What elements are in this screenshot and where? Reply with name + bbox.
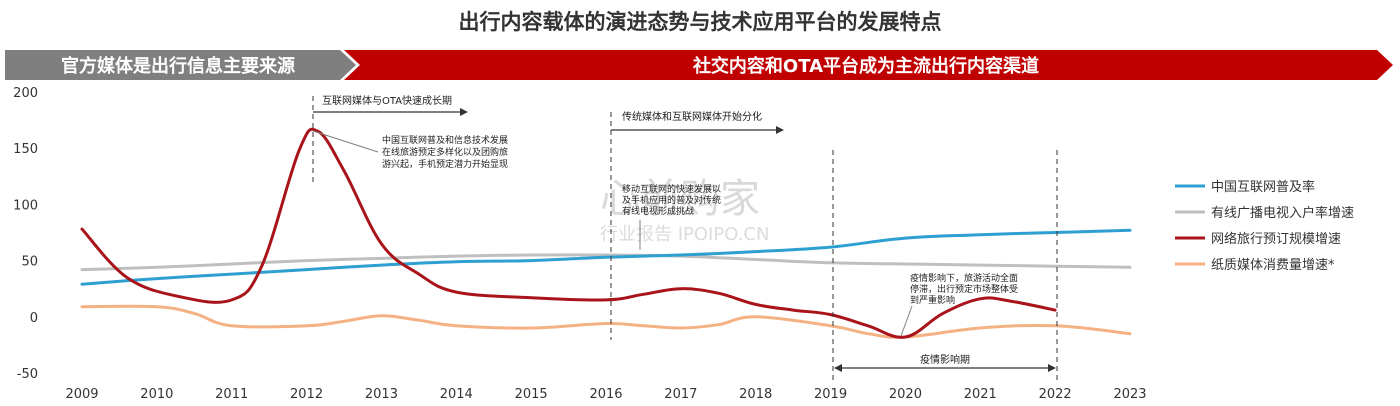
annotation-period-2: 传统媒体和互联网媒体开始分化 [622,110,762,123]
period-arrow-1-head [460,108,468,116]
series-line-1 [80,228,1132,286]
x-tick-label: 2022 [1039,387,1072,402]
series-line-3 [80,127,1057,339]
callout-2-line-2: 及手机应用的普及对传统 [622,194,721,206]
banner-left-label: 官方媒体是出行信息主要来源 [61,55,295,77]
banner-left-arrow [5,50,356,80]
callout-1-line-3: 游兴起，手机预定潜力开始显现 [382,158,508,170]
y-tick-label: 150 [13,142,38,157]
pandemic-arrow-left-head [834,364,842,372]
callout-1-line-1: 中国互联网普及和信息技术发展 [382,134,508,146]
callout-3-line-2: 停滞，出行预定市场整体受 [910,283,1018,295]
annotation-period-1: 互联网媒体与OTA快速成长期 [322,95,452,107]
x-tick-label: 2020 [889,387,922,402]
annotation-pandemic-period: 疫情影响期 [920,353,970,366]
x-tick-label: 2013 [365,387,398,402]
period-arrow-2-head [776,126,784,134]
series-layer [80,127,1132,339]
y-tick-label: -50 [17,367,38,382]
x-tick-label: 2021 [964,387,997,402]
callout-1-line-2: 在线旅游预定多样化以及团购旅 [382,146,508,158]
callout-3-line-3: 到严重影响 [910,294,955,306]
banner-right-label: 社交内容和OTA平台成为主流出行内容渠道 [693,55,1039,77]
page-title: 出行内容载体的演进态势与技术应用平台的发展特点 [458,10,942,34]
callout-3-leader [900,305,913,337]
x-tick-label: 2017 [664,387,697,402]
watermark-main: 心前购家 [600,176,760,222]
y-tick-label: 0 [30,311,38,326]
x-tick-label: 2012 [290,387,323,402]
series-line-2 [80,253,1132,272]
callout-2-line-3: 有线电视形成挑战 [622,205,694,217]
x-tick-label: 2014 [440,387,473,402]
y-axis-ticks: 200 150 100 50 0 -50 [13,86,38,382]
pandemic-arrow-right-head [1048,364,1056,372]
legend-label-1: 中国互联网普及率 [1211,179,1315,195]
series-line-4 [80,304,1132,339]
x-tick-label: 2010 [140,387,173,402]
watermark-sub: 行业报告 IPOIPO.CN [600,224,769,245]
y-tick-label: 50 [21,255,38,270]
legend-label-2: 有线广播电视入户率增速 [1211,205,1354,221]
legend-label-4: 纸质媒体消费量增速* [1211,258,1335,273]
y-tick-label: 100 [13,198,38,213]
x-axis-ticks: 2009 2010 2011 2012 2013 2014 2015 2016 2017 2018… [65,387,1146,402]
banner-right-arrow [344,50,1393,80]
x-tick-label: 2023 [1113,387,1146,402]
legend-label-3: 网络旅行预订规模增速 [1211,231,1341,247]
callout-1-leader [312,130,379,153]
callout-2-line-1: 移动互联网的快速发展以 [622,183,721,195]
x-tick-label: 2019 [814,387,847,402]
y-tick-label: 200 [13,86,38,101]
x-tick-label: 2015 [515,387,548,402]
x-tick-label: 2009 [65,387,98,402]
x-tick-label: 2018 [739,387,772,402]
x-tick-label: 2016 [589,387,622,402]
x-tick-label: 2011 [215,387,248,402]
callout-3-line-1: 疫情影响下，旅游活动全面 [910,272,1018,284]
